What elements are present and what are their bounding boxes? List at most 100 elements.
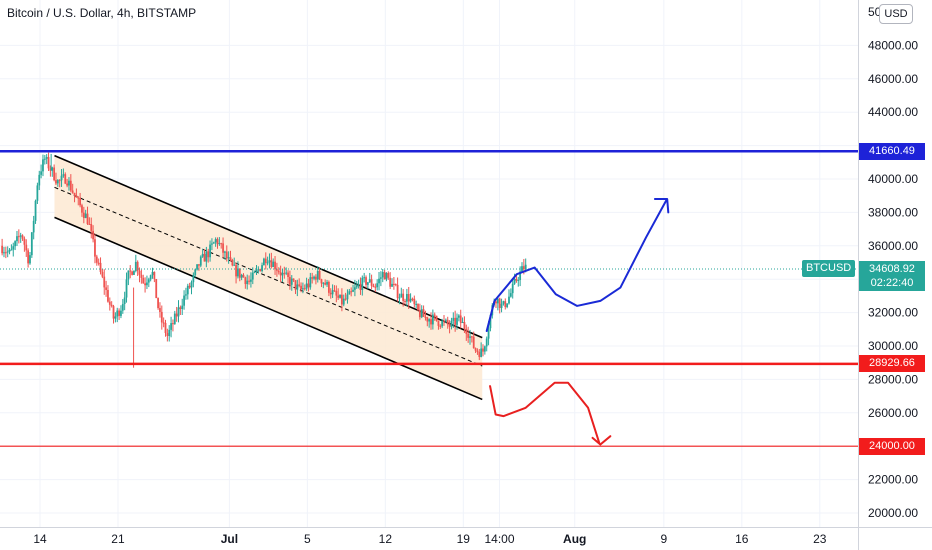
candle-body bbox=[424, 316, 427, 318]
candle-body bbox=[485, 338, 488, 347]
price-tick-label: 46000.00 bbox=[868, 72, 918, 86]
candle-body bbox=[489, 315, 492, 329]
candle-body bbox=[496, 298, 499, 304]
price-tick-label: 28000.00 bbox=[868, 372, 918, 386]
time-tick-label: 21 bbox=[111, 532, 125, 546]
candle-body bbox=[212, 242, 215, 244]
candle-body bbox=[138, 270, 141, 275]
candle-body bbox=[482, 348, 484, 352]
bullish-sketch-arrowhead bbox=[653, 198, 670, 214]
candle-body bbox=[431, 314, 434, 325]
candle-body bbox=[186, 285, 189, 295]
candle-body bbox=[379, 277, 382, 279]
candle-body bbox=[340, 294, 343, 305]
candle-body bbox=[1, 245, 4, 254]
candle-body bbox=[153, 271, 156, 279]
candle-body bbox=[407, 293, 410, 302]
candle-body bbox=[164, 322, 167, 333]
candle-body bbox=[259, 269, 262, 272]
candle-body bbox=[511, 283, 514, 294]
candle-body bbox=[359, 283, 362, 290]
candle-body bbox=[513, 278, 516, 284]
candle-body bbox=[478, 351, 481, 357]
bar-countdown-timer: 02:22:40 bbox=[859, 276, 925, 291]
candle-body bbox=[287, 272, 289, 277]
channel-upper-line bbox=[54, 154, 483, 339]
candle-body bbox=[136, 261, 139, 271]
candle-body bbox=[524, 264, 527, 270]
price-tick-label: 38000.00 bbox=[868, 205, 918, 219]
candle-body bbox=[272, 261, 275, 267]
candle-body bbox=[509, 293, 512, 297]
bearish-sketch-path bbox=[489, 381, 601, 444]
candle-body bbox=[6, 251, 9, 253]
candle-body bbox=[73, 192, 76, 196]
candle-body bbox=[198, 264, 200, 266]
candle-body bbox=[209, 244, 211, 258]
candle-body bbox=[474, 348, 477, 351]
candle-body bbox=[465, 328, 468, 334]
resistance-price-tag: 41660.49 bbox=[859, 142, 925, 160]
candle-body bbox=[300, 285, 302, 290]
candle-body bbox=[30, 232, 33, 256]
candle-body bbox=[108, 301, 111, 305]
candle-body bbox=[502, 301, 505, 304]
candle-body bbox=[127, 270, 130, 280]
candle-body bbox=[88, 223, 91, 225]
candle-body bbox=[172, 323, 174, 325]
candle-body bbox=[327, 281, 330, 293]
candle-body bbox=[179, 307, 182, 309]
candle-body bbox=[168, 329, 171, 337]
candle-body bbox=[430, 319, 432, 325]
candle-body bbox=[216, 239, 219, 245]
candle-body bbox=[40, 171, 43, 175]
candle-body bbox=[21, 235, 24, 239]
candle-body bbox=[402, 293, 405, 301]
candle-body bbox=[8, 249, 11, 252]
candle-body bbox=[121, 303, 124, 311]
currency-button[interactable]: USD bbox=[879, 4, 913, 24]
candle-body bbox=[463, 322, 466, 329]
time-tick-label: 9 bbox=[660, 532, 667, 546]
candle-body bbox=[353, 287, 356, 290]
candle-body bbox=[316, 271, 319, 280]
candle-body bbox=[313, 276, 315, 279]
candle-body bbox=[159, 308, 161, 312]
candle-body bbox=[129, 270, 132, 272]
candle-body bbox=[201, 253, 204, 257]
candle-body bbox=[450, 320, 453, 327]
candle-body bbox=[448, 324, 451, 327]
chart-title: Bitcoin / U.S. Dollar, 4h, BITSTAMP bbox=[7, 6, 197, 20]
candle-body bbox=[311, 277, 314, 279]
candle-body bbox=[459, 315, 462, 323]
price-tick-label: 32000.00 bbox=[868, 306, 918, 320]
candle-body bbox=[220, 243, 223, 245]
candle-body bbox=[344, 298, 347, 300]
time-tick-label: 12 bbox=[379, 532, 393, 546]
candle-body bbox=[266, 262, 269, 264]
candle-body bbox=[185, 294, 187, 296]
time-tick-label: 14:00 bbox=[485, 532, 515, 546]
candle-body bbox=[170, 323, 172, 330]
candle-body bbox=[140, 274, 143, 278]
candle-body bbox=[324, 282, 327, 285]
candle-body bbox=[519, 271, 522, 280]
candle-body bbox=[294, 280, 297, 290]
candle-body bbox=[81, 205, 83, 213]
candle-body bbox=[387, 272, 390, 278]
candle-body bbox=[292, 278, 295, 281]
candle-body bbox=[409, 298, 412, 302]
time-tick-label: Aug bbox=[563, 532, 586, 546]
price-tick-label: 48000.00 bbox=[868, 38, 918, 52]
candle-body bbox=[521, 266, 523, 272]
candle-body bbox=[160, 311, 163, 323]
candle-body bbox=[45, 157, 48, 159]
candle-body bbox=[326, 281, 328, 285]
candle-body bbox=[331, 290, 334, 295]
candle-body bbox=[95, 256, 98, 263]
candle-body bbox=[487, 328, 490, 339]
candle-body bbox=[250, 279, 252, 282]
candle-body bbox=[181, 305, 184, 309]
candle-body bbox=[157, 298, 159, 309]
